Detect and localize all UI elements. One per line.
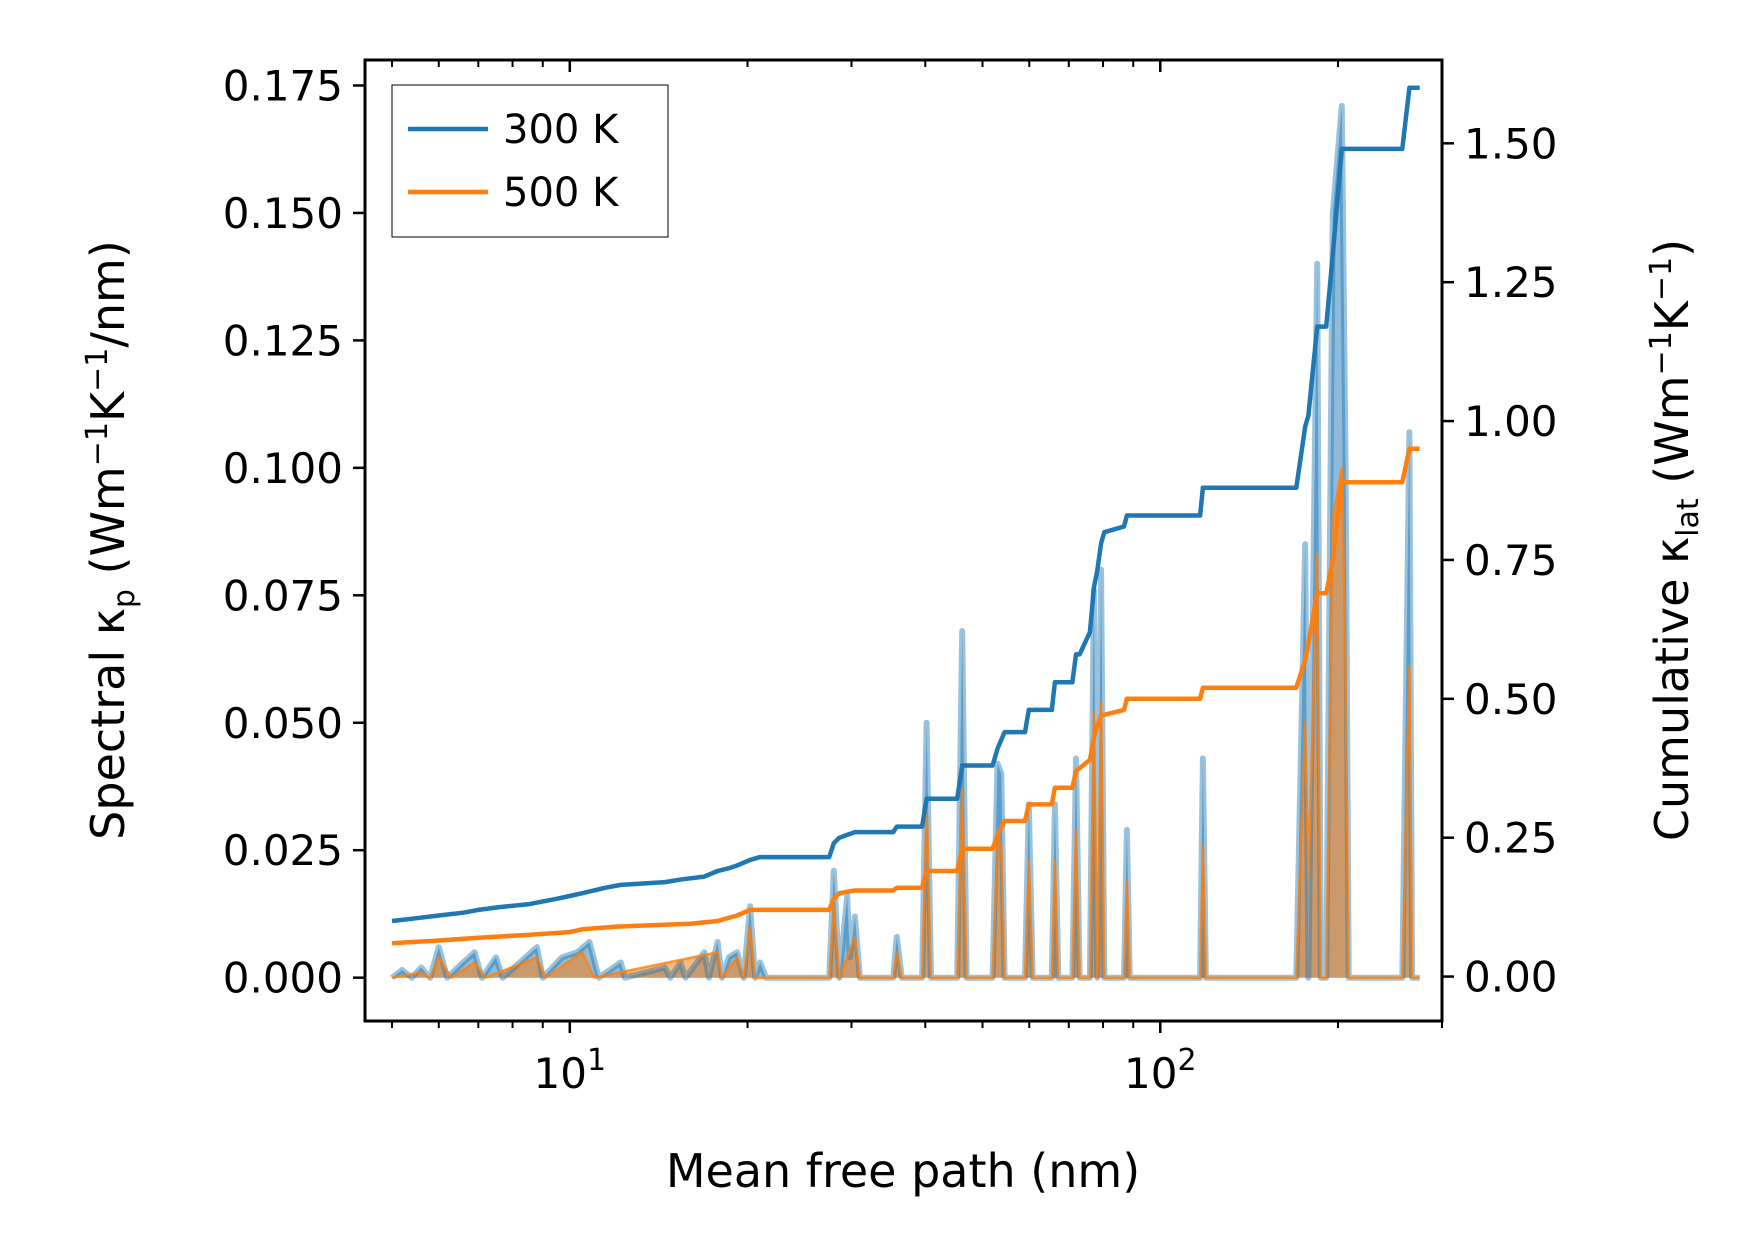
y2-tick-label: 1.50 (1464, 119, 1558, 168)
x-axis-label: Mean free path (nm) (666, 1144, 1140, 1198)
ticks: 0.000 0.025 0.050 0.075 0.100 0.125 0.150 0.175… (223, 60, 1558, 1098)
legend-box (391, 84, 669, 238)
legend-label-500k: 500 K (503, 170, 620, 216)
cumulative-line-500k (391, 446, 1420, 946)
x-tick-label: 102 (1124, 1043, 1197, 1098)
spectral-line-500k (391, 466, 1420, 979)
legend-label-300k: 300 K (503, 107, 620, 153)
y2-tick-label: 0.25 (1464, 814, 1558, 863)
y-tick-label: 0.175 (223, 61, 343, 110)
spectral-fill-500k (392, 467, 1420, 978)
y-axis-label: Spectral κp (Wm−1K−1/nm) (80, 240, 142, 840)
y2-tick-label: 0.50 (1464, 675, 1558, 724)
y2-tick-label: 1.00 (1464, 397, 1558, 446)
y2-tick-label: 0.75 (1464, 536, 1558, 585)
legend: 300 K 500 K (391, 84, 669, 238)
y-tick-label: 0.025 (223, 826, 343, 875)
spectral-fills (392, 105, 1420, 978)
y-tick-label: 0.100 (223, 444, 343, 493)
cumulative-line-300k (391, 85, 1420, 924)
y-tick-label: 0.150 (223, 189, 343, 238)
y-tick-label: 0.000 (223, 954, 343, 1003)
x-tick-label: 101 (534, 1043, 607, 1098)
y-tick-label: 0.075 (223, 571, 343, 620)
y2-axis-label: Cumulative κlat (Wm−1K−1) (1644, 239, 1706, 841)
y-tick-label: 0.050 (223, 699, 343, 748)
y-tick-label: 0.125 (223, 316, 343, 365)
plot-frame (363, 58, 1444, 1023)
cumulative-lines (391, 85, 1420, 946)
y2-tick-label: 1.25 (1464, 258, 1558, 307)
y2-tick-label: 0.00 (1464, 953, 1558, 1002)
spectral-lines (390, 102, 1420, 981)
